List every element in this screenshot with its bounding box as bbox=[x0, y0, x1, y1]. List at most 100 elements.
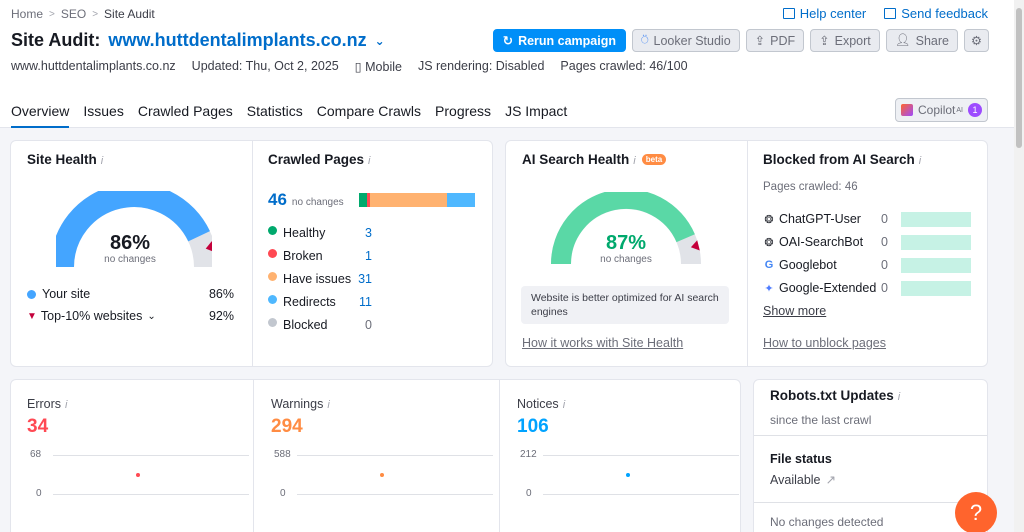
axis-max-label: 588 bbox=[274, 449, 291, 460]
info-icon[interactable]: i bbox=[918, 155, 922, 167]
info-icon[interactable]: i bbox=[100, 155, 104, 167]
domain-selector[interactable]: www.huttdentalimplants.co.nz bbox=[108, 30, 367, 50]
pdf-button[interactable]: ⇪ PDF bbox=[745, 29, 805, 52]
crawled-pages-row[interactable]: Redirects 11 bbox=[268, 295, 372, 309]
google-icon: G bbox=[764, 259, 774, 271]
site-health-sub: no changes bbox=[104, 254, 156, 265]
scrollbar-thumb[interactable] bbox=[1016, 8, 1022, 148]
chevron-right-icon: > bbox=[92, 8, 99, 20]
info-icon[interactable]: i bbox=[65, 399, 68, 411]
site-health-card bbox=[10, 140, 493, 367]
bar-segment[interactable] bbox=[366, 193, 370, 207]
info-icon[interactable]: i bbox=[633, 155, 636, 167]
trend-point[interactable] bbox=[380, 473, 384, 477]
upload-icon: ⇪ bbox=[819, 34, 830, 48]
bar-segment[interactable] bbox=[359, 193, 367, 207]
crawled-pages-title: Crawled Pages i bbox=[268, 152, 371, 167]
toolbar: ↻ Rerun campaign ⍥ Looker Studio ⇪ PDF ⇪ Exp… bbox=[492, 29, 989, 52]
warnings-value[interactable]: 294 bbox=[271, 416, 303, 437]
status-dot-icon bbox=[268, 226, 277, 235]
looker-studio-button[interactable]: ⍥ Looker Studio bbox=[632, 29, 740, 52]
tab-progress[interactable]: Progress bbox=[435, 103, 492, 119]
crawled-pages-bar bbox=[359, 193, 475, 207]
site-health-value: 86% bbox=[109, 232, 151, 254]
robots-changes: No changes detected bbox=[770, 515, 884, 529]
tab-js-impact[interactable]: JS Impact bbox=[505, 103, 568, 119]
notices-value[interactable]: 106 bbox=[517, 416, 549, 437]
page-title: Site Audit: www.huttdentalimplants.co.nz… bbox=[11, 30, 385, 51]
help-center-link[interactable]: Help center bbox=[782, 6, 866, 21]
meta-js: JS rendering: Disabled bbox=[417, 59, 545, 73]
how-it-works-link[interactable]: How it works with Site Health bbox=[522, 336, 684, 350]
mobile-icon: ▯ bbox=[354, 60, 366, 74]
legend-top10[interactable]: ▼ Top-10% websites ⌄ 92% bbox=[27, 309, 234, 323]
blocked-bot-row: G Googlebot 0 bbox=[763, 257, 971, 273]
grid-line bbox=[297, 455, 493, 456]
blue-dot-icon bbox=[27, 289, 36, 299]
question-icon: ? bbox=[969, 500, 983, 525]
ai-search-health-title: AI Search Health i beta bbox=[522, 152, 667, 167]
share-button[interactable]: 👤︎ Share bbox=[885, 29, 958, 52]
show-more-link[interactable]: Show more bbox=[763, 304, 827, 318]
trend-point[interactable] bbox=[626, 473, 630, 477]
title-prefix: Site Audit: bbox=[11, 30, 101, 50]
tab-issues[interactable]: Issues bbox=[83, 103, 124, 119]
blocked-bar bbox=[901, 280, 971, 296]
triangle-down-icon: ▼ bbox=[27, 310, 37, 322]
scrollbar[interactable] bbox=[1014, 0, 1024, 532]
robots-title: Robots.txt Updates i bbox=[770, 388, 901, 403]
top10-marker-icon bbox=[205, 241, 212, 252]
tab-statistics[interactable]: Statistics bbox=[246, 103, 303, 119]
tab-bar: Overview Issues Crawled Pages Statistics… bbox=[11, 103, 567, 128]
ai-health-note: Website is better optimized for AI searc… bbox=[521, 286, 729, 324]
breadcrumb-home[interactable]: Home bbox=[11, 7, 44, 21]
export-button[interactable]: ⇪ Export bbox=[810, 29, 880, 52]
errors-value[interactable]: 34 bbox=[27, 416, 49, 437]
settings-button[interactable]: ⚙ bbox=[964, 29, 989, 52]
tab-crawled-pages[interactable]: Crawled Pages bbox=[137, 103, 233, 119]
crawled-pages-row[interactable]: Healthy 3 bbox=[268, 226, 372, 240]
divider bbox=[253, 380, 254, 532]
bar-segment[interactable] bbox=[369, 193, 448, 207]
info-icon[interactable]: i bbox=[327, 399, 330, 411]
crawled-pages-row[interactable]: Blocked 0 bbox=[268, 318, 372, 332]
axis-min-label: 0 bbox=[526, 488, 532, 499]
axis-max-label: 212 bbox=[520, 449, 537, 460]
openai-icon: ❂ bbox=[764, 213, 774, 226]
chevron-down-icon[interactable]: ⌄ bbox=[374, 33, 385, 48]
copilot-icon bbox=[901, 104, 914, 116]
send-feedback-link[interactable]: Send feedback bbox=[884, 6, 988, 21]
info-icon[interactable]: i bbox=[897, 391, 901, 403]
copilot-count-badge: 1 bbox=[968, 103, 982, 117]
meta-device: ▯ Mobile bbox=[354, 60, 402, 74]
errors-label: Errors i bbox=[27, 397, 68, 411]
help-button[interactable]: ? bbox=[955, 492, 997, 532]
file-status-value[interactable]: Available ↗ bbox=[770, 473, 836, 487]
info-icon[interactable]: i bbox=[368, 155, 371, 167]
rerun-campaign-button[interactable]: ↻ Rerun campaign bbox=[492, 29, 626, 52]
crawled-pages-row[interactable]: Have issues 31 bbox=[268, 272, 372, 286]
crawled-pages-row[interactable]: Broken 1 bbox=[268, 249, 372, 263]
breadcrumb: Home > SEO > Site Audit bbox=[11, 7, 155, 21]
warnings-label: Warnings i bbox=[271, 397, 330, 411]
tab-overview[interactable]: Overview bbox=[11, 103, 70, 128]
ai-health-sub: no changes bbox=[600, 254, 652, 265]
axis-max-label: 68 bbox=[30, 449, 42, 460]
how-to-unblock-link[interactable]: How to unblock pages bbox=[763, 336, 886, 350]
bar-segment[interactable] bbox=[447, 193, 475, 207]
top10-marker-icon bbox=[690, 240, 700, 251]
blocked-bar bbox=[901, 257, 971, 273]
upload-icon: ⇪ bbox=[754, 34, 766, 48]
info-icon[interactable]: i bbox=[562, 399, 566, 411]
ai-health-value: 87% bbox=[605, 232, 647, 254]
divider bbox=[754, 435, 987, 436]
crawled-pages-count: 46 no changes bbox=[268, 190, 344, 209]
divider bbox=[499, 380, 500, 532]
breadcrumb-seo[interactable]: SEO bbox=[60, 7, 87, 21]
tab-compare-crawls[interactable]: Compare Crawls bbox=[316, 103, 422, 119]
site-health-gauge bbox=[56, 191, 212, 268]
project-meta: www.huttdentalimplants.co.nz Updated: Th… bbox=[11, 59, 688, 74]
message-icon bbox=[884, 8, 897, 19]
trend-point[interactable] bbox=[136, 473, 140, 477]
copilot-button[interactable]: Copilot AI 1 bbox=[895, 98, 988, 122]
